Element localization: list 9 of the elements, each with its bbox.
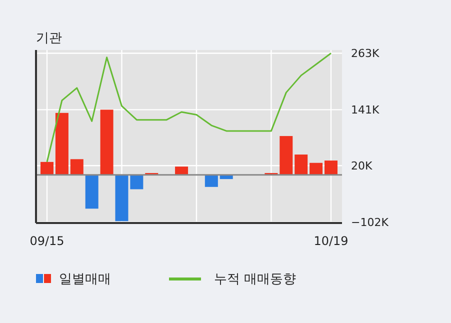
legend-label: 누적 매매동향	[214, 272, 296, 287]
chart-title: 기관	[36, 31, 62, 46]
x-tick-label: 10/19	[314, 234, 348, 248]
y-tick-label: 263K	[351, 47, 380, 60]
x-tick-label: 09/15	[30, 234, 64, 248]
y-tick-label: 141K	[351, 104, 380, 117]
legend-label: 일별매매	[59, 272, 111, 287]
y-tick-label: 20K	[351, 160, 373, 173]
y-tick-label: −102K	[351, 216, 390, 230]
